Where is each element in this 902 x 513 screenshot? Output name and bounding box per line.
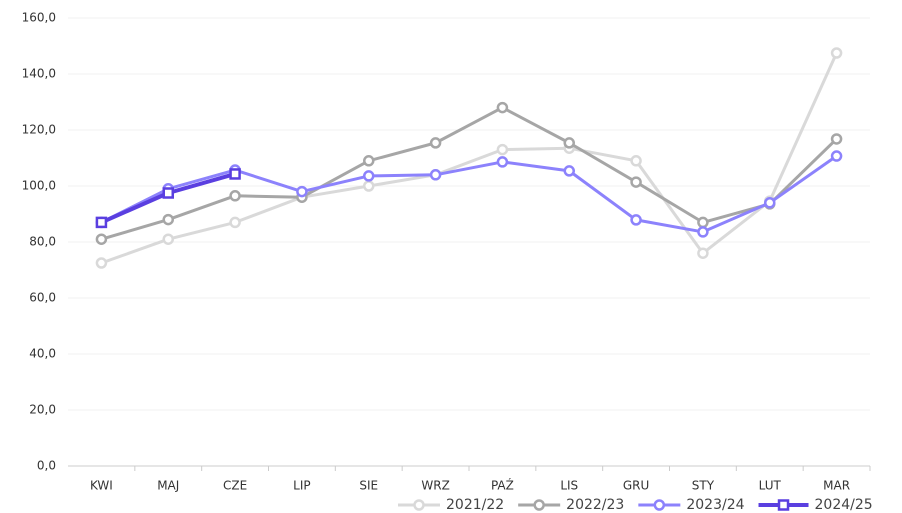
series-line <box>100 52 838 265</box>
x-tick-label: SIE <box>359 479 378 493</box>
marker <box>229 216 241 229</box>
series <box>95 168 241 229</box>
x-tick-label: LIS <box>560 479 578 493</box>
marker <box>496 156 509 168</box>
y-tick-label: 60,0 <box>29 291 56 305</box>
marker <box>429 137 442 149</box>
marker <box>162 187 174 199</box>
marker <box>630 155 642 167</box>
y-tick-label: 80,0 <box>29 235 56 249</box>
y-tick-label: 40,0 <box>29 347 56 361</box>
marker <box>563 165 575 177</box>
marker <box>830 133 843 145</box>
marker <box>653 499 666 511</box>
series-line <box>100 106 838 241</box>
x-tick-label: KWI <box>90 479 113 493</box>
x-tick-label: MAR <box>823 479 850 493</box>
x-tick-label: MAJ <box>157 479 179 493</box>
legend-label: 2023/24 <box>686 497 744 513</box>
series-line <box>100 154 838 234</box>
marker <box>563 137 575 149</box>
marker <box>162 233 174 245</box>
marker <box>429 169 442 181</box>
marker <box>697 247 709 259</box>
marker <box>777 499 790 511</box>
marker <box>162 213 174 226</box>
legend-label: 2024/25 <box>815 497 873 513</box>
legend-label: 2022/23 <box>566 497 624 513</box>
marker <box>363 170 375 182</box>
x-tick-label: WRZ <box>421 479 449 493</box>
marker <box>496 101 509 114</box>
marker <box>764 197 776 209</box>
y-tick-label: 120,0 <box>22 123 56 137</box>
y-tick-label: 140,0 <box>22 67 56 81</box>
y-tick-label: 100,0 <box>22 179 56 193</box>
y-tick-label: 160,0 <box>22 11 56 25</box>
marker <box>95 216 108 229</box>
marker <box>830 47 843 59</box>
marker <box>363 180 375 192</box>
marker <box>95 233 108 245</box>
x-tick-label: GRU <box>623 479 649 493</box>
marker <box>95 257 108 269</box>
marker <box>363 155 375 167</box>
marker <box>229 190 241 202</box>
marker <box>830 150 843 162</box>
y-tick-label: 20,0 <box>29 403 56 417</box>
marker <box>697 216 709 229</box>
x-tick-label: LIP <box>293 479 310 493</box>
marker <box>630 176 642 188</box>
series <box>95 150 843 238</box>
series <box>95 101 843 245</box>
marker <box>533 499 545 511</box>
marker <box>630 214 642 226</box>
x-tick-label: CZE <box>223 479 247 493</box>
marker <box>496 143 509 156</box>
x-tick-label: PAŹ <box>491 478 514 493</box>
x-tick-label: LUT <box>759 479 782 493</box>
y-tick-label: 0,0 <box>37 459 56 473</box>
legend: 2021/22 2022/23 2023/24 2024/25 <box>398 497 873 513</box>
marker <box>229 168 241 180</box>
x-tick-label: STY <box>692 479 715 493</box>
legend-label: 2021/22 <box>446 497 504 513</box>
marker <box>413 499 425 511</box>
marker <box>296 185 308 198</box>
marker <box>697 226 709 238</box>
series <box>95 47 843 269</box>
